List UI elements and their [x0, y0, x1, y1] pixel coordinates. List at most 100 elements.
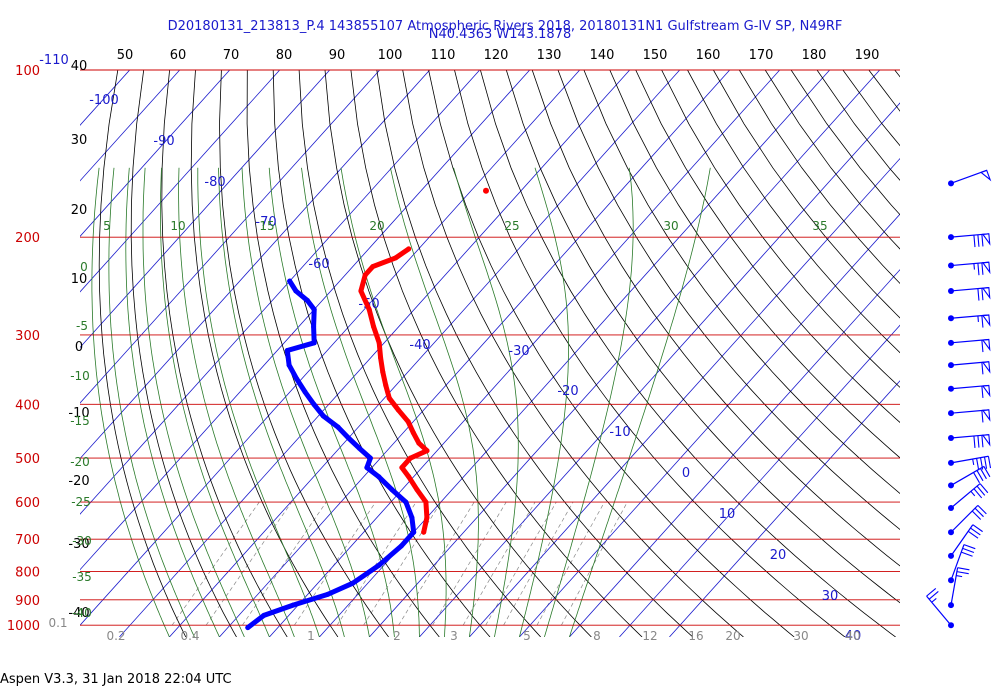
top-scale-label: 170 [749, 48, 774, 63]
dewpoint-profile-point [294, 376, 300, 382]
altitude-label: 20 [71, 203, 88, 218]
top-scale-label: 110 [431, 48, 456, 63]
dewpoint-profile-point [286, 362, 292, 368]
dewpoint-profile-point [350, 580, 356, 586]
wind-barb-feather [967, 530, 979, 539]
mixing-ratio-line [363, 501, 442, 626]
wind-barb-feather [979, 483, 989, 494]
pressure-label: 400 [15, 398, 40, 413]
wind-barb-staff [950, 465, 985, 486]
pressure-label: 900 [15, 594, 40, 609]
wind-barb-feather [981, 435, 984, 448]
isotherm-line [80, 70, 531, 571]
temperature-profile-point [383, 383, 389, 388]
dry-adiabat-line [635, 70, 900, 423]
wind-barb [948, 524, 983, 559]
wind-barb-flag [981, 261, 991, 275]
dry-adiabat-line [661, 70, 900, 388]
dry-adiabat-label: -25 [71, 495, 91, 509]
dewpoint-profile-point [376, 562, 382, 568]
isotherm-line [80, 70, 231, 237]
altitude-label: 40 [71, 59, 88, 74]
dry-adiabat-line [350, 70, 643, 637]
isotherm-line [80, 70, 381, 404]
top-scale-label: 140 [590, 48, 615, 63]
top-scale-label: 180 [802, 48, 827, 63]
altitude-label: -40 [68, 606, 89, 621]
wind-barb-feather [976, 470, 984, 482]
dry-adiabat-label: -20 [70, 455, 90, 469]
mixing-ratio-label: 0.4 [180, 629, 199, 643]
moist-adiabat-line [178, 167, 295, 637]
wind-barb-staff [950, 544, 965, 581]
wind-barb-feather [983, 456, 988, 469]
isotherm-line [80, 70, 181, 182]
mixing-ratio-label: 16 [688, 629, 703, 643]
wind-barb-feather [926, 587, 937, 597]
isotherm-line [169, 70, 681, 637]
dry-adiabat-line [687, 70, 900, 354]
dry-adiabat-label: -35 [72, 570, 92, 584]
altitude-label: 30 [71, 133, 88, 148]
wind-barb-feather [981, 362, 984, 375]
pressure-label: 800 [15, 565, 40, 580]
wind-barb [948, 504, 987, 536]
dewpoint-profile-point [367, 455, 373, 461]
isotherm-label: -90 [153, 134, 174, 149]
wind-barb [948, 409, 991, 423]
isotherm-line [619, 324, 900, 637]
chart-title-line2: N40.4363 W143.1878 [429, 27, 572, 42]
wind-barb-feather [977, 288, 980, 301]
temperature-profile-point [371, 324, 377, 330]
wind-barb-flag [981, 361, 991, 374]
pressure-label: 500 [15, 452, 40, 467]
dry-adiabat-label: -15 [70, 414, 90, 428]
dewpoint-profile-point [311, 340, 317, 346]
temperature-profile-point [378, 355, 384, 361]
wind-barb-feather [928, 591, 939, 600]
wind-barb-feather [981, 315, 984, 328]
wind-barb-feather [979, 468, 987, 480]
wind-barb-feather [961, 551, 973, 557]
pressure-label: 1000 [7, 619, 40, 634]
moist-adiabat-line [159, 167, 270, 637]
wind-barb-feather [974, 507, 984, 518]
wind-barb-feather [973, 235, 976, 248]
moist-adiabat-label: 10 [170, 219, 185, 233]
top-scale-label: 60 [170, 48, 187, 63]
isotherm-line [80, 70, 431, 460]
wind-barb-feather [976, 458, 980, 471]
moist-adiabat-line [142, 167, 245, 637]
mixing-ratio-line [536, 501, 605, 626]
temperature-profile-point [424, 448, 430, 454]
temperature-profile-point [396, 407, 401, 413]
wind-barb-half-feather [970, 490, 976, 497]
dewpoint-profile-point [261, 612, 267, 618]
dewpoint-profile-point [311, 324, 317, 330]
top-scale-label: 70 [223, 48, 240, 63]
dry-adiabat-label: 0 [80, 260, 88, 274]
top-scale-label: 130 [537, 48, 562, 63]
mixing-ratio-line [503, 501, 574, 626]
wind-barb [948, 233, 991, 248]
top-scale-label: 90 [329, 48, 346, 63]
mixing-ratio-label: 0.1 [48, 616, 67, 630]
isotherm-line [219, 70, 731, 637]
wind-barb-flag [981, 434, 991, 447]
isotherm-label: 10 [719, 507, 736, 522]
dry-adiabat-line [894, 70, 900, 78]
wind-barb [948, 544, 976, 584]
dry-adiabat-line [324, 70, 592, 637]
top-scale-label: 160 [696, 48, 721, 63]
wind-barb-feather [970, 527, 981, 536]
dry-adiabat-line [557, 70, 900, 531]
wind-barb-half-feather [956, 575, 963, 578]
dewpoint-profile-point [356, 445, 362, 451]
mixing-ratio-label: 3 [450, 629, 458, 643]
wind-barb [948, 338, 991, 353]
top-scale-label: 80 [276, 48, 293, 63]
wind-barb-flag [981, 409, 991, 422]
isotherm-line [119, 70, 631, 637]
wind-barb-flag [981, 233, 991, 246]
